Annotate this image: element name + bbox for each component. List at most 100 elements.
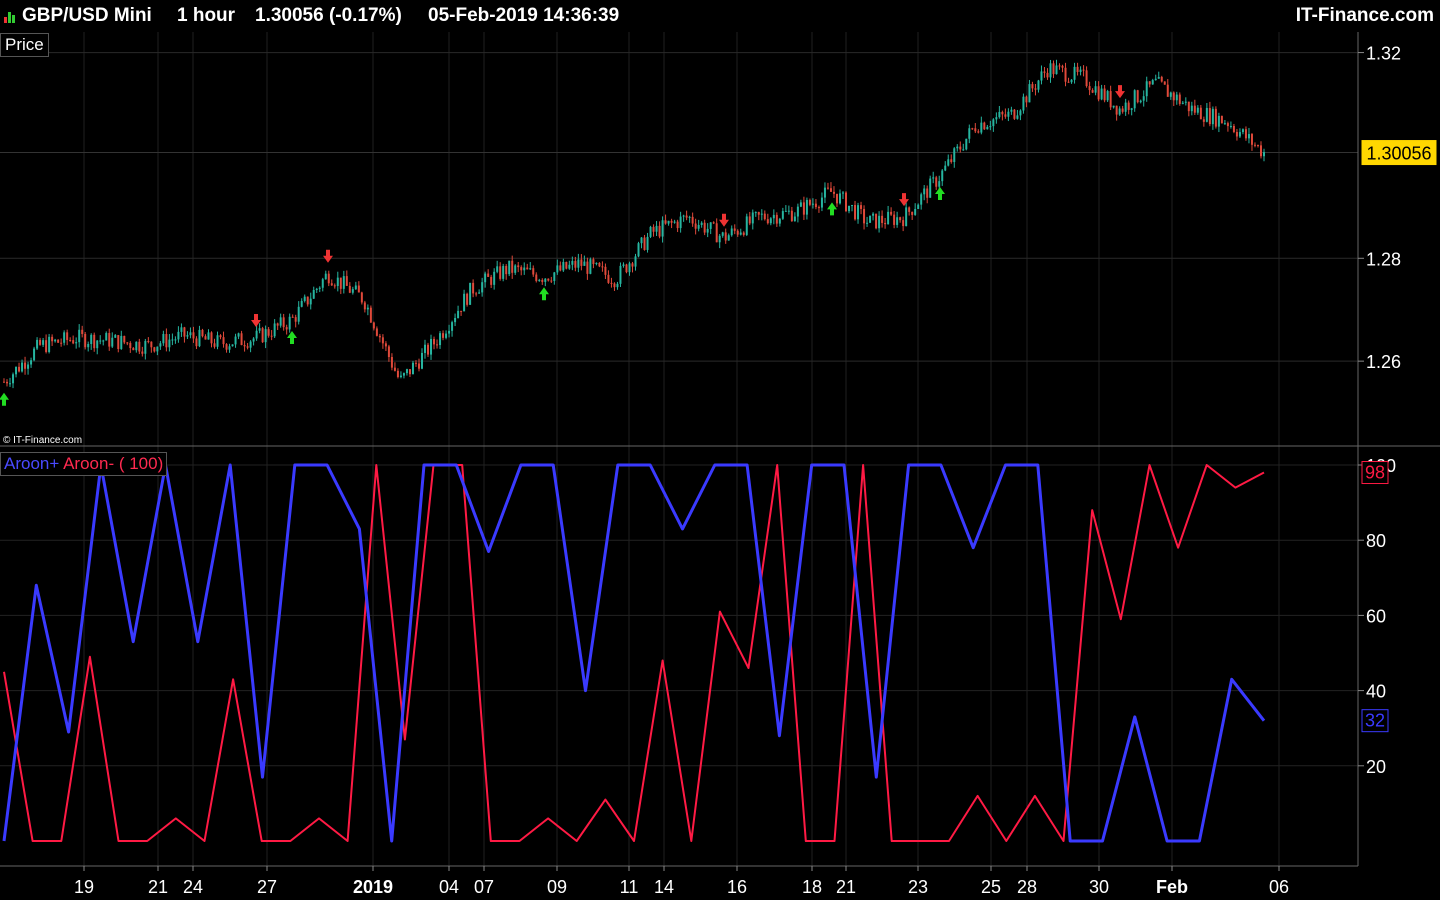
candle-body: [204, 336, 207, 340]
aroon-minus-label: Aroon- ( 100): [63, 454, 164, 473]
candle-body: [1064, 67, 1067, 82]
candle-body: [998, 111, 1001, 118]
x-tick-label: 18: [802, 877, 822, 897]
candle-body: [983, 122, 986, 130]
candle-body: [417, 363, 420, 369]
candle-body: [15, 366, 18, 375]
candle-body: [688, 216, 691, 218]
candle-body: [279, 317, 282, 326]
candle-body: [111, 337, 114, 347]
candle-body: [384, 343, 387, 347]
candle-body: [439, 333, 442, 346]
candle-body: [706, 228, 709, 233]
candle-body: [36, 339, 39, 349]
aroon-legend[interactable]: Aroon+ Aroon- ( 100): [0, 452, 168, 476]
axes: [0, 32, 1440, 867]
candle-body: [1223, 123, 1226, 125]
candle-body: [1016, 115, 1019, 119]
candle-body: [45, 340, 48, 352]
last-price: 1.30056 (-0.17%): [255, 5, 402, 26]
price-panel-label[interactable]: Price: [0, 33, 49, 57]
symbol-name[interactable]: GBP/USD Mini: [22, 5, 152, 26]
candle-body: [1196, 107, 1199, 113]
candle-body: [541, 279, 544, 282]
candle-body: [1211, 108, 1214, 125]
candle-body: [562, 262, 565, 271]
x-tick-label: 30: [1089, 877, 1109, 897]
candle-body: [589, 259, 592, 274]
candle-body: [342, 276, 345, 289]
candle-body: [51, 336, 54, 342]
candle-body: [1127, 102, 1130, 110]
candle-body: [487, 273, 490, 277]
candle-body: [941, 170, 944, 182]
candle-body: [857, 205, 860, 220]
candle-body: [33, 348, 36, 361]
candle-body: [869, 215, 872, 223]
candle-body: [646, 236, 649, 250]
candle-body: [306, 296, 309, 305]
candle-body: [700, 222, 703, 225]
candle-body: [1187, 101, 1190, 112]
grid-lines: [0, 32, 1358, 866]
candle-body: [6, 381, 9, 384]
datetime: 05-Feb-2019 14:36:39: [428, 5, 620, 26]
candle-body: [586, 261, 589, 274]
candle-body: [820, 197, 823, 208]
signal-arrows: [0, 85, 1125, 406]
candle-body: [682, 215, 685, 217]
timeframe[interactable]: 1 hour: [177, 5, 236, 26]
candle-body: [84, 333, 87, 348]
candle-body: [114, 335, 117, 338]
candle-body: [345, 276, 348, 286]
candle-body: [162, 334, 165, 344]
candle-body: [195, 338, 198, 347]
candle-body: [866, 222, 869, 224]
candle-body: [845, 192, 848, 212]
x-tick-label: 19: [74, 877, 94, 897]
y-tick-label: 60: [1366, 606, 1386, 626]
candle-body: [57, 339, 60, 343]
candle-body: [1151, 80, 1154, 85]
candle-body: [622, 264, 625, 266]
candle-body: [445, 333, 448, 338]
candle-body: [1229, 125, 1232, 127]
candle-body: [99, 340, 102, 342]
candle-body: [1184, 101, 1187, 103]
candle-body: [956, 146, 959, 149]
candle-body: [935, 177, 938, 187]
candle-body: [60, 342, 63, 344]
candle-body: [90, 334, 93, 344]
x-tick-label: 14: [654, 877, 674, 897]
candle-body: [309, 298, 312, 305]
candle-body: [147, 341, 150, 343]
candle-body: [1019, 110, 1022, 116]
candle-body: [517, 265, 520, 268]
candle-body: [1103, 88, 1106, 101]
candle-body: [607, 274, 610, 283]
candle-body: [658, 225, 661, 237]
candle-body: [538, 279, 541, 281]
candle-body: [826, 187, 829, 189]
aroon-plus-label: Aroon+: [4, 454, 60, 473]
candle-body: [805, 199, 808, 215]
candle-body: [96, 340, 99, 349]
candle-body: [1190, 105, 1193, 112]
candle-body: [613, 283, 616, 288]
candle-body: [1235, 131, 1238, 137]
candle-body: [363, 302, 366, 310]
candle-body: [201, 329, 204, 337]
candle-body: [896, 217, 899, 225]
candle-body: [884, 222, 887, 225]
candle-body: [30, 360, 33, 365]
candle-body: [1238, 132, 1241, 137]
candle-body: [1118, 108, 1121, 115]
candle-body: [219, 335, 222, 338]
candle-body: [715, 223, 718, 243]
candle-body: [210, 332, 213, 344]
candle-body: [1136, 90, 1139, 103]
candle-body: [282, 317, 285, 328]
candle-body: [81, 329, 84, 334]
candle-body: [240, 333, 243, 346]
